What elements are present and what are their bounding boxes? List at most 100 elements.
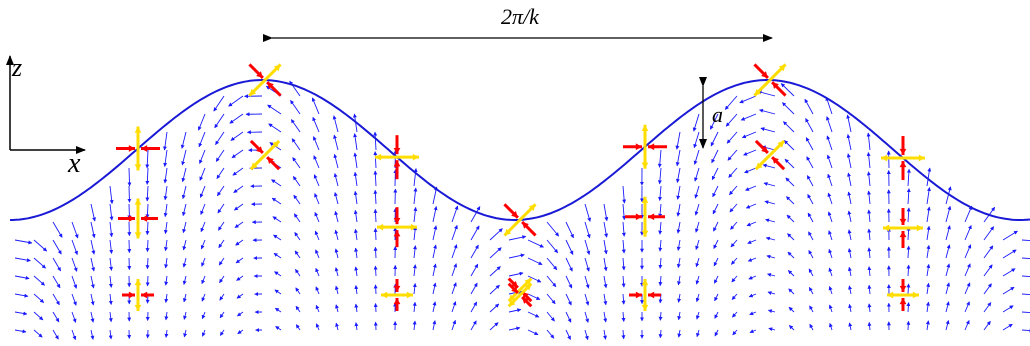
field-arrow [433,283,435,294]
field-arrow [110,312,111,322]
field-arrow [908,265,909,276]
field-arrow [748,240,756,243]
field-arrow [414,188,416,204]
field-arrow [292,139,300,150]
field-arrow [697,294,699,302]
field-arrow [789,289,794,294]
field-arrow [275,272,282,276]
field-arrow [623,222,624,236]
field-arrow [91,276,94,288]
stress-head [411,224,417,231]
field-arrow [806,138,813,150]
field-arrow [183,186,186,199]
field-arrow [908,303,909,312]
stress-head [135,164,142,170]
field-arrow [34,276,45,285]
field-arrow [91,294,93,305]
field-arrow [678,222,680,233]
field-arrow [585,294,588,305]
field-arrow [713,186,718,197]
field-arrow [566,312,571,322]
field-arrow [764,183,775,186]
field-arrow [272,180,282,186]
field-arrow [869,322,870,330]
field-arrow [182,150,186,165]
field-arrow [34,258,46,268]
stress-head [377,224,383,231]
field-arrow [869,210,870,222]
field-arrow [414,265,415,276]
field-arrow [566,240,573,255]
stress-cross [377,207,417,247]
field-arrow [237,276,243,281]
stress-head [648,213,654,220]
field-arrow [414,302,415,312]
field-arrow [750,330,756,333]
field-arrow [715,312,718,318]
field-arrow [679,330,680,337]
field-arrow [1022,276,1030,277]
field-arrow [696,222,699,232]
field-arrow [908,321,909,330]
field-arrow [165,132,168,150]
field-arrow [965,321,969,331]
field-arrow [53,240,61,254]
field-arrow [1022,294,1030,295]
field-arrow [809,287,813,294]
field-arrow [830,305,832,312]
field-arrow [869,172,871,186]
field-arrow [34,330,42,337]
field-arrow [147,258,148,269]
field-arrow [166,330,167,337]
field-arrow [679,294,681,302]
field-arrow [110,186,112,204]
field-arrow [200,186,205,197]
stress-head [413,154,419,161]
field-arrow [200,150,205,164]
stress-cross [116,126,160,170]
field-arrow [72,330,76,340]
stress-cross [629,279,661,311]
field-arrow [199,114,206,130]
field-arrow [375,228,376,240]
field-arrow [356,267,357,276]
field-arrow [53,258,61,271]
field-arrow [1003,269,1015,276]
field-arrow [749,276,756,279]
field-arrow [763,165,775,168]
field-arrow [927,226,929,240]
field-arrow [829,268,832,276]
field-arrow [199,132,205,147]
field-arrow [782,103,794,114]
field-arrow [15,258,30,261]
field-arrow [509,273,523,276]
stress-cross [625,197,665,237]
field-arrow [184,258,186,267]
stress-head [900,298,907,304]
field-arrow [946,321,949,331]
field-arrow [237,294,243,298]
field-arrow [15,240,32,243]
field-arrow [696,258,699,267]
field-arrow [585,312,588,322]
field-arrow [604,240,606,254]
field-arrow [714,258,718,266]
stress-cross [381,279,413,311]
stress-head [394,160,401,166]
field-arrow [946,245,950,258]
field-arrow [335,154,339,168]
field-arrow [219,240,224,248]
stress-head [135,279,142,285]
field-arrow [783,122,794,132]
field-arrow [788,234,795,240]
field-arrow [234,204,243,210]
field-arrow [490,323,498,330]
field-arrow [356,286,357,295]
stress-cross [623,125,667,169]
field-arrow [414,246,415,258]
field-arrow [741,114,756,120]
field-arrow [604,258,606,271]
field-arrow [696,240,699,250]
field-arrow [356,248,357,258]
field-arrow [908,169,909,186]
